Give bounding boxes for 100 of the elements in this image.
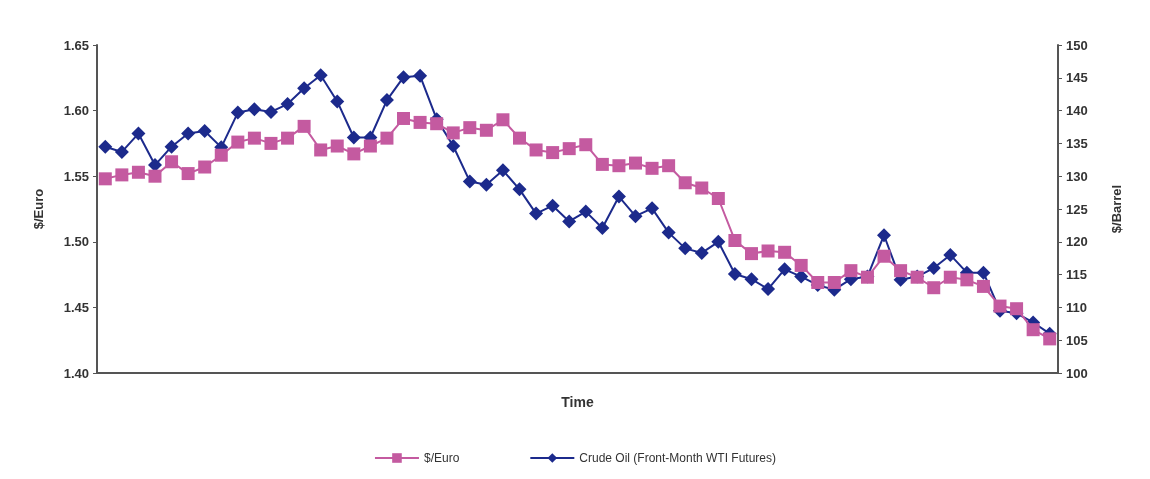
point	[164, 139, 179, 154]
y2-tick-label: 110	[1066, 299, 1087, 315]
point	[314, 143, 328, 157]
point	[397, 111, 411, 125]
y-tick-label: 1.45	[63, 299, 89, 315]
point	[297, 81, 312, 96]
point	[661, 225, 676, 240]
point	[396, 70, 411, 85]
y2-tick-label: 115	[1066, 267, 1087, 283]
point	[694, 245, 709, 260]
point	[695, 181, 709, 195]
point	[98, 172, 112, 186]
x-axis-title: Time	[561, 394, 594, 410]
point	[230, 105, 245, 120]
point	[281, 131, 295, 145]
point	[645, 201, 660, 216]
point	[794, 269, 809, 284]
point	[131, 126, 146, 141]
y-tick-label: 1.55	[63, 168, 89, 184]
point	[827, 275, 841, 289]
y-tick-label: 1.40	[63, 365, 89, 381]
point	[628, 209, 643, 224]
point	[1010, 302, 1024, 316]
point	[777, 262, 792, 277]
point	[943, 270, 957, 284]
point	[579, 138, 593, 152]
point	[165, 155, 179, 169]
point	[943, 247, 958, 262]
point	[512, 182, 527, 197]
point	[778, 245, 792, 259]
point	[197, 123, 212, 138]
point	[761, 244, 775, 258]
point	[413, 115, 427, 129]
y-tick-label: 1.60	[63, 103, 89, 119]
point	[578, 204, 593, 219]
point	[330, 94, 345, 109]
point	[379, 93, 394, 108]
point	[495, 163, 510, 178]
point	[98, 139, 113, 154]
point	[380, 131, 394, 145]
point	[678, 241, 693, 256]
y-axis-title: $/Euro	[31, 188, 46, 230]
point	[645, 161, 659, 175]
y2-tick-label: 145	[1066, 70, 1088, 86]
y2-tick-label: 135	[1066, 135, 1088, 151]
point	[280, 97, 295, 112]
point	[628, 156, 642, 170]
y2-tick-label: 125	[1066, 201, 1088, 217]
point	[231, 135, 245, 149]
point	[611, 189, 626, 204]
point	[562, 142, 576, 156]
point	[761, 282, 776, 297]
point	[479, 177, 494, 192]
point	[894, 264, 908, 278]
point	[744, 272, 759, 287]
point	[727, 266, 742, 281]
point	[513, 131, 527, 145]
y-tick-label: 1.65	[63, 37, 89, 53]
point	[744, 247, 758, 261]
point	[595, 221, 610, 236]
point	[313, 68, 328, 83]
point	[1026, 323, 1040, 337]
point	[529, 143, 543, 157]
point	[115, 168, 129, 182]
point	[877, 228, 892, 243]
legend-label: $/Euro	[423, 451, 460, 465]
point	[214, 148, 228, 162]
point	[496, 113, 510, 127]
point	[430, 117, 444, 131]
point	[247, 102, 262, 117]
point	[479, 123, 493, 137]
point	[413, 68, 428, 83]
y2-tick-label: 130	[1066, 168, 1088, 184]
y-tick-label: 1.50	[63, 234, 89, 250]
point	[794, 258, 808, 272]
point	[446, 126, 460, 140]
point	[330, 139, 344, 153]
point	[711, 192, 725, 205]
point	[711, 234, 726, 249]
y2-tick-label: 120	[1066, 234, 1088, 250]
point	[347, 147, 361, 161]
point	[546, 146, 560, 160]
point	[960, 273, 974, 287]
point	[562, 214, 577, 229]
y2-axis-title: $/Barrel	[1109, 184, 1124, 234]
point	[545, 198, 560, 213]
point	[926, 261, 941, 276]
point	[877, 249, 891, 263]
point	[811, 275, 825, 289]
point	[131, 165, 145, 179]
point	[462, 174, 477, 189]
point	[346, 130, 361, 145]
legend-label: Crude Oil (Front-Month WTI Futures)	[579, 451, 777, 465]
point	[198, 160, 212, 174]
point	[595, 157, 609, 171]
point	[529, 206, 544, 221]
point	[728, 233, 742, 247]
point	[612, 159, 626, 173]
y2-tick-label: 140	[1066, 103, 1088, 119]
point	[247, 131, 261, 145]
